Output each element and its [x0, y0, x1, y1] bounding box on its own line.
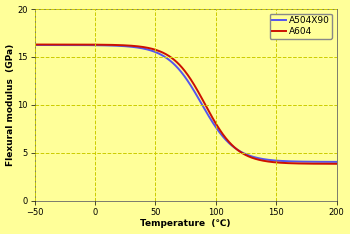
A604 — [293, 162, 297, 165]
A504X90 — [216, 129, 220, 132]
Y-axis label: Flexural modulus  (GPa): Flexural modulus (GPa) — [6, 44, 15, 166]
A604 — [216, 126, 220, 128]
Line: A604: A604 — [35, 44, 337, 164]
A504X90 — [293, 160, 297, 163]
A504X90 — [51, 44, 55, 46]
A504X90 — [33, 44, 37, 46]
A504X90 — [225, 140, 229, 143]
Legend: A504X90, A604: A504X90, A604 — [270, 14, 332, 39]
A604 — [208, 112, 212, 115]
Line: A504X90: A504X90 — [35, 45, 337, 162]
A504X90 — [208, 117, 212, 120]
A604 — [225, 138, 229, 141]
A504X90 — [261, 158, 266, 161]
A604 — [33, 43, 37, 46]
A504X90 — [335, 161, 339, 163]
A604 — [261, 159, 266, 162]
X-axis label: Temperature  (℃): Temperature (℃) — [140, 219, 231, 228]
A604 — [51, 43, 55, 46]
A604 — [335, 162, 339, 165]
